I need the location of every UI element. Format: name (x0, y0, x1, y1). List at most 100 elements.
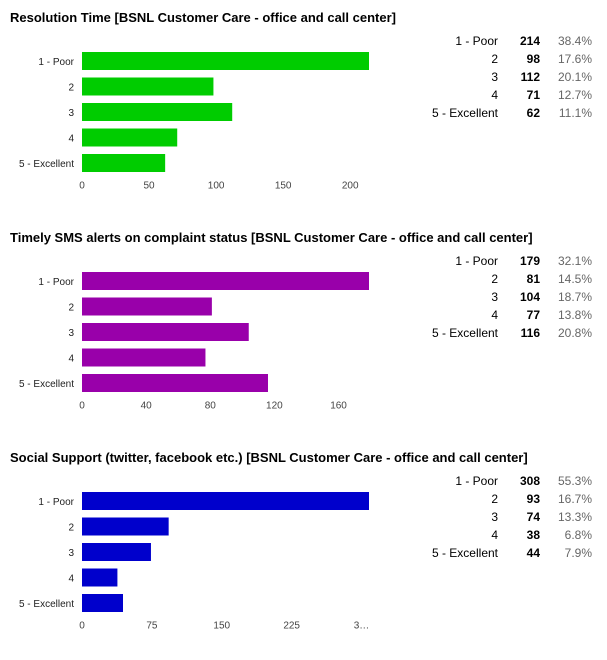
x-tick-label: 120 (266, 401, 283, 412)
stats-row: 4 77 13.8% (418, 306, 592, 324)
bar (82, 52, 369, 70)
category-label: 2 (68, 83, 74, 94)
x-tick-label: 0 (79, 401, 85, 412)
stats-label: 3 (491, 290, 498, 304)
stats-count: 93 (526, 492, 540, 506)
section-timely-sms-alerts: Timely SMS alerts on complaint status [B… (0, 230, 607, 440)
stats-row: 3 104 18.7% (418, 288, 592, 306)
stats-percent: 6.8% (564, 528, 592, 542)
stats-label: 4 (491, 88, 498, 102)
category-label: 5 - Excellent (19, 159, 74, 170)
x-tick-label: 225 (283, 621, 300, 632)
bar (82, 348, 206, 367)
stats-row: 1 - Poor 179 32.1% (418, 252, 592, 270)
bar (82, 323, 249, 341)
stats-label: 2 (491, 52, 498, 66)
stats-label: 2 (491, 492, 498, 506)
stats-count: 104 (519, 290, 540, 304)
category-label: 2 (68, 523, 74, 534)
stats-percent: 55.3% (557, 474, 592, 488)
stats-percent: 16.7% (557, 492, 592, 506)
stats-row: 1 - Poor 214 38.4% (418, 32, 592, 50)
x-tick-label: 40 (141, 401, 153, 412)
stats-label: 3 (491, 510, 498, 524)
x-tick-label: 80 (205, 401, 217, 412)
stats-percent: 13.3% (557, 510, 592, 524)
category-label: 3 (68, 548, 74, 559)
stats-label: 1 - Poor (455, 34, 498, 48)
stats-percent: 17.6% (557, 52, 592, 66)
stats-label: 4 (491, 308, 498, 322)
stats-count: 74 (526, 510, 540, 524)
stats-percent: 20.1% (557, 70, 592, 84)
bar (82, 103, 233, 121)
category-label: 3 (68, 328, 74, 339)
x-tick-label: 0 (79, 621, 85, 632)
bar (82, 517, 169, 536)
stats-row: 3 74 13.3% (418, 508, 592, 526)
stats-row: 5 - Excellent 62 11.1% (418, 104, 592, 122)
stats-label: 5 - Excellent (431, 546, 498, 560)
stats-count: 214 (519, 34, 540, 48)
bar (82, 374, 268, 392)
stats-row: 2 93 16.7% (418, 490, 592, 508)
bar-chart-resolution-time: 1 - Poor 2 3 4 5 - Excellent 0 50 100 150 200 (19, 52, 369, 192)
stats-percent: 7.9% (564, 546, 592, 560)
bar (82, 272, 369, 290)
stats-row: 5 - Excellent 116 20.8% (418, 324, 592, 342)
bar-chart-social-support: 1 - Poor 2 3 4 5 - Excellent 0 75 150 225 3… (19, 492, 370, 632)
stats-row: 4 71 12.7% (418, 86, 592, 104)
category-label: 1 - Poor (38, 277, 74, 288)
stats-count: 38 (526, 528, 540, 542)
stats-percent: 18.7% (557, 290, 592, 304)
x-tick-label: 3… (354, 621, 370, 632)
stats-label: 4 (491, 528, 498, 542)
stats-label: 1 - Poor (455, 254, 498, 268)
bar (82, 154, 166, 172)
x-tick-label: 150 (213, 621, 230, 632)
section-resolution-time: Resolution Time [BSNL Customer Care - of… (0, 10, 607, 220)
section-title: Timely SMS alerts on complaint status [B… (10, 230, 533, 245)
stats-label: 1 - Poor (455, 474, 498, 488)
stats-percent: 13.8% (557, 308, 592, 322)
stats-count: 98 (526, 52, 540, 66)
stats-row: 2 81 14.5% (418, 270, 592, 288)
stats-row: 3 112 20.1% (418, 68, 592, 86)
category-label: 5 - Excellent (19, 379, 74, 390)
stats-row: 5 - Excellent 44 7.9% (418, 544, 592, 562)
bar (82, 492, 369, 510)
stats-count: 179 (519, 254, 540, 268)
stats-count: 77 (526, 308, 540, 322)
bar (82, 568, 118, 587)
stats-label: 2 (491, 272, 498, 286)
bar (82, 297, 212, 316)
x-tick-label: 75 (146, 621, 158, 632)
x-tick-label: 150 (275, 181, 292, 192)
bar (82, 594, 123, 612)
stats-row: 1 - Poor 308 55.3% (418, 472, 592, 490)
stats-row: 4 38 6.8% (418, 526, 592, 544)
stats-percent: 12.7% (557, 88, 592, 102)
section-title: Resolution Time [BSNL Customer Care - of… (10, 10, 396, 25)
x-tick-label: 0 (79, 181, 85, 192)
category-label: 4 (68, 354, 74, 365)
stats-table: 1 - Poor 179 32.1% 2 81 14.5% 3 104 18.7% 4 77 1… (418, 252, 592, 342)
stats-percent: 20.8% (557, 326, 592, 340)
stats-label: 5 - Excellent (431, 326, 498, 340)
section-title: Social Support (twitter, facebook etc.) … (10, 450, 528, 465)
category-label: 4 (68, 134, 74, 145)
bar (82, 77, 214, 96)
bar (82, 543, 151, 561)
stats-count: 62 (526, 106, 540, 120)
stats-percent: 38.4% (557, 34, 592, 48)
x-tick-label: 50 (143, 181, 155, 192)
stats-count: 44 (526, 546, 540, 560)
stats-percent: 11.1% (558, 106, 592, 120)
category-label: 4 (68, 574, 74, 585)
stats-table: 1 - Poor 214 38.4% 2 98 17.6% 3 112 20.1% 4 71 1… (418, 32, 592, 122)
stats-percent: 14.5% (557, 272, 592, 286)
bar-chart-timely-sms-alerts: 1 - Poor 2 3 4 5 - Excellent 0 40 80 120 160 (19, 272, 369, 412)
stats-percent: 32.1% (557, 254, 592, 268)
stats-count: 116 (520, 326, 540, 340)
stats-count: 71 (526, 88, 540, 102)
